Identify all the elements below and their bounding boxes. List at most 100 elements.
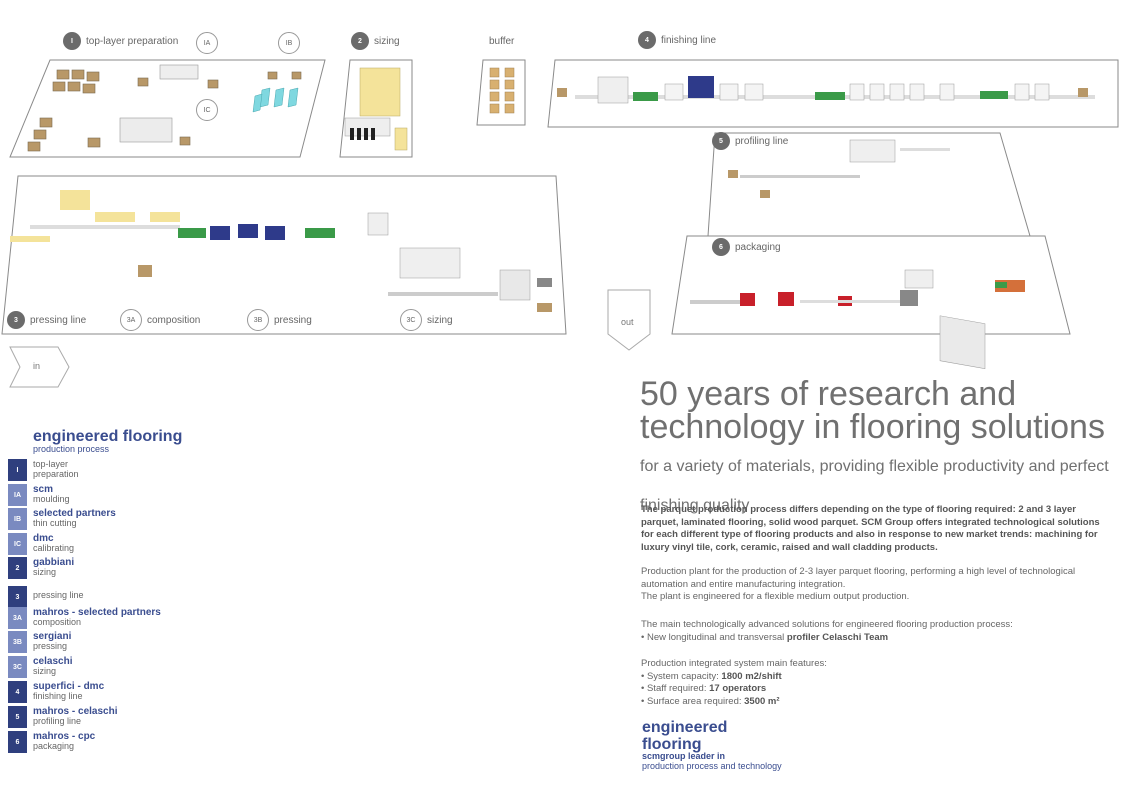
legend-step-tag: 3C [8, 656, 27, 678]
legend-step-tag: 6 [8, 731, 27, 753]
feature-staff-label: • Staff required: [641, 683, 709, 694]
legend-step-tag: 3 [8, 586, 27, 608]
legend-step: 2 gabbiani sizing [8, 557, 228, 579]
zone-5-title: profiling line [735, 136, 788, 147]
zone-3a-title: composition [147, 315, 200, 326]
zone-6-badge: 6 [712, 238, 730, 256]
features-intro: Production integrated system main featur… [641, 658, 1111, 671]
zone-3-label: 3 pressing line [7, 311, 86, 329]
zone-4-title: finishing line [661, 35, 716, 46]
legend-step: 6 mahros - cpc packaging [8, 731, 228, 753]
legend-step-description: pressing [33, 641, 67, 651]
legend-step-tag: IC [8, 533, 27, 555]
plant-output-note: The plant is engineered for a flexible m… [641, 591, 1111, 604]
plant-paragraph: Production plant for the production of 2… [641, 566, 1111, 604]
headline-main: 50 years of research and technology in f… [640, 375, 1105, 446]
feature-surface-label: • Surface area required: [641, 696, 744, 707]
zone-3a-label: 3A composition [120, 309, 200, 331]
zone-3-badge: 3 [7, 311, 25, 329]
legend-step-tag: 3B [8, 631, 27, 653]
legend-step-tag: IA [8, 484, 27, 506]
zone-1a-badge: IA [196, 32, 218, 54]
zone-1-label: I top-layer preparation [63, 32, 178, 50]
legend-step-tag: 4 [8, 681, 27, 703]
solutions-paragraph: The main technologically advanced soluti… [641, 619, 1111, 644]
feature-staff: • Staff required: 17 operators [641, 683, 1111, 696]
zone-6-title: packaging [735, 242, 781, 253]
features-paragraph: Production integrated system main featur… [641, 658, 1111, 708]
zone-3c-title: sizing [427, 315, 453, 326]
plant-layout-diagram [0, 0, 1140, 400]
feature-staff-value: 17 operators [709, 683, 766, 694]
zone-4-line [557, 76, 1095, 103]
legend-step: 3A mahros - selected partners composition [8, 607, 228, 629]
legend-step-description: calibrating [33, 543, 74, 553]
zone-1-machines [28, 65, 301, 151]
legend-step: 3 pressing line [8, 586, 228, 608]
headline: 50 years of research and technology in f… [640, 378, 1110, 522]
solutions-bullet-bold: profiler Celaschi Team [787, 632, 888, 643]
zone-3c-badge: 3C [400, 309, 422, 331]
legend-step-description: composition [33, 617, 81, 627]
footer-title-line1: engineered [642, 719, 727, 736]
in-arrow-label: in [33, 361, 40, 371]
legend-step-tag: I [8, 459, 27, 481]
legend-step-description: top-layer preparation [33, 459, 93, 479]
legend-step-tag: 2 [8, 557, 27, 579]
solutions-bullet-text: • New longitudinal and transversal [641, 632, 787, 643]
zone-3-title: pressing line [30, 315, 86, 326]
zone-3-line [10, 190, 552, 312]
legend-step: IA scm moulding [8, 484, 228, 506]
legend-step-description: pressing line [33, 590, 84, 600]
zone-3c-label: 3C sizing [400, 309, 453, 331]
zone-3b-label: 3B pressing [247, 309, 312, 331]
zone-4-label: 4 finishing line [638, 31, 716, 49]
legend-step: 3B sergiani pressing [8, 631, 228, 653]
zone-3b-title: pressing [274, 315, 312, 326]
feature-capacity-label: • System capacity: [641, 671, 721, 682]
zone-1a-label: IA [196, 32, 218, 54]
legend-step: 5 mahros - celaschi profiling line [8, 706, 228, 728]
zone-1c-badge: IC [196, 99, 218, 121]
zone-2-label: 2 sizing [351, 32, 400, 50]
zone-1-badge: I [63, 32, 81, 50]
zone-1-title: top-layer preparation [86, 36, 178, 47]
intro-text: The parquet production process differs d… [641, 504, 1100, 553]
buffer-label: buffer [489, 36, 514, 47]
legend-step: 4 superfici - dmc finishing line [8, 681, 228, 703]
footer-subtitle-1: scmgroup leader in [642, 751, 725, 761]
zone-2-machines [345, 68, 407, 150]
zone-2-badge: 2 [351, 32, 369, 50]
solutions-intro: The main technologically advanced soluti… [641, 619, 1111, 632]
footer-subtitle-2: production process and technology [642, 761, 782, 771]
zone-6-line [690, 270, 1025, 306]
buffer-stacks [490, 68, 514, 113]
buffer-outline [477, 60, 525, 125]
legend-step-description: sizing [33, 666, 56, 676]
feature-surface: • Surface area required: 3500 m² [641, 696, 1111, 709]
legend-step: IC dmc calibrating [8, 533, 228, 555]
feature-surface-value: 3500 m² [744, 696, 779, 707]
zone-1b-label: IB [278, 32, 300, 54]
legend-step-description: moulding [33, 494, 70, 504]
buffer-title: buffer [489, 36, 514, 47]
zone-5-label: 5 profiling line [712, 132, 788, 150]
feature-capacity-value: 1800 m2/shift [721, 671, 781, 682]
legend-step-description: sizing [33, 567, 56, 577]
legend-step-tag: 5 [8, 706, 27, 728]
zone-1c-label: IC [196, 99, 218, 121]
legend-step: 3C celaschi sizing [8, 656, 228, 678]
footer-title: engineered flooring [642, 719, 727, 753]
legend-step-description: profiling line [33, 716, 81, 726]
legend-step-tag: 3A [8, 607, 27, 629]
zone-5-badge: 5 [712, 132, 730, 150]
solutions-bullet: • New longitudinal and transversal profi… [641, 632, 1111, 645]
zone-2-title: sizing [374, 36, 400, 47]
legend-step-description: thin cutting [33, 518, 77, 528]
out-arrow-label: out [621, 317, 634, 327]
zone-3a-badge: 3A [120, 309, 142, 331]
intro-paragraph: The parquet production process differs d… [641, 504, 1111, 554]
legend-step-description: finishing line [33, 691, 83, 701]
legend-step: IB selected partners thin cutting [8, 508, 228, 530]
